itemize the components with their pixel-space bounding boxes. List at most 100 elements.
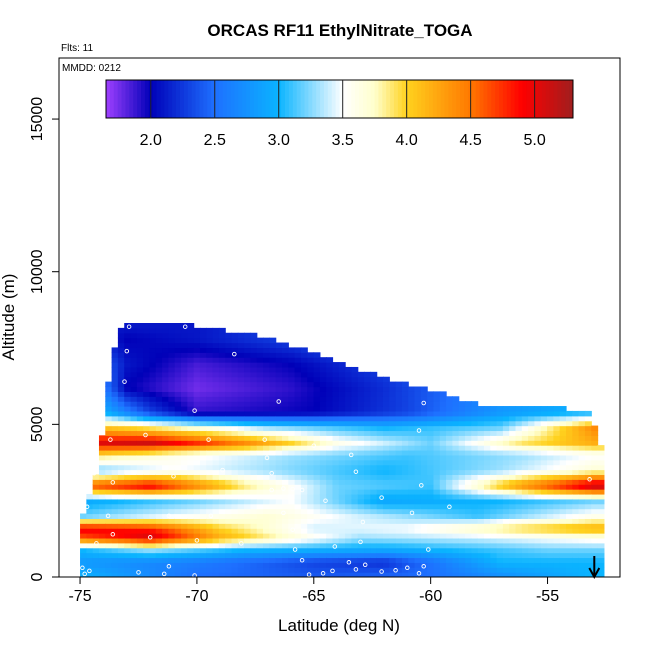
heatmap-cell — [218, 493, 226, 500]
heatmap-cell — [414, 391, 422, 397]
sample-point — [269, 470, 274, 476]
heatmap-cell — [136, 513, 144, 519]
heatmap-cell — [218, 376, 226, 383]
heatmap-cell — [149, 469, 157, 476]
heatmap-cell — [357, 450, 365, 456]
colorbar-segment — [121, 80, 126, 118]
heatmap-cell — [490, 484, 498, 490]
heatmap-cell — [275, 484, 283, 490]
colorbar-segment — [222, 80, 228, 118]
heatmap-cell — [345, 376, 353, 383]
heatmap-cell — [319, 547, 327, 554]
heatmap-cell — [465, 557, 472, 563]
heatmap-cell — [458, 425, 466, 432]
heatmap-cell — [288, 469, 296, 476]
heatmap-cell — [370, 528, 378, 534]
sample-point — [353, 567, 359, 572]
heatmap-cell — [250, 440, 258, 446]
colorbar-segment — [253, 80, 259, 118]
heatmap-cell — [313, 498, 321, 505]
heatmap-cell — [244, 469, 252, 476]
heatmap-cell — [231, 391, 239, 397]
heatmap-cell — [307, 518, 315, 524]
heatmap-cell — [111, 366, 119, 373]
heatmap-cell — [540, 474, 548, 480]
heatmap-cell — [294, 469, 302, 476]
heatmap-cell — [212, 464, 220, 471]
heatmap-cell — [427, 391, 435, 397]
heatmap-cell — [250, 435, 258, 441]
heatmap-cell — [263, 454, 270, 461]
heatmap-cell — [401, 552, 409, 559]
heatmap-cell — [149, 381, 157, 388]
heatmap-cell — [338, 508, 346, 515]
heatmap-cell — [80, 572, 87, 577]
colorbar-segment — [553, 80, 558, 118]
heatmap-cell — [547, 440, 554, 446]
heatmap-cell — [427, 537, 435, 544]
heatmap-cell — [433, 567, 441, 573]
heatmap-cell — [256, 562, 264, 568]
heatmap-cell — [117, 386, 125, 392]
heatmap-cell — [212, 415, 220, 422]
heatmap-cell — [212, 440, 220, 446]
heatmap-cell — [547, 528, 554, 534]
heatmap-cell — [345, 537, 353, 544]
heatmap-cell — [364, 474, 371, 480]
heatmap-cell — [307, 523, 315, 529]
heatmap-cell — [496, 450, 504, 456]
heatmap-cell — [124, 533, 132, 539]
heatmap-cell — [162, 562, 169, 568]
heatmap-cell — [237, 425, 245, 432]
heatmap-cell — [345, 464, 353, 471]
heatmap-cell — [111, 454, 119, 461]
heatmap-cell — [143, 401, 151, 407]
sample-point — [124, 348, 130, 354]
sample-point — [346, 560, 352, 565]
heatmap-cell — [149, 537, 157, 544]
heatmap-cell — [162, 547, 169, 554]
heatmap-cell — [143, 484, 151, 490]
heatmap-cell — [540, 523, 548, 529]
heatmap-cell — [225, 376, 233, 383]
heatmap-cell — [174, 362, 182, 368]
heatmap-cell — [382, 547, 390, 554]
heatmap-cell — [199, 396, 207, 402]
heatmap-cell — [256, 425, 264, 432]
heatmap-cell — [282, 406, 289, 412]
heatmap-cell — [584, 484, 592, 490]
heatmap-cell — [288, 547, 296, 554]
heatmap-cell — [408, 386, 416, 392]
heatmap-cell — [136, 327, 144, 334]
heatmap-cell — [105, 484, 113, 490]
heatmap-cell — [351, 420, 359, 427]
heatmap-cell — [357, 523, 365, 529]
heatmap-cell — [155, 503, 163, 510]
heatmap-cell — [307, 508, 315, 515]
heatmap-cell — [332, 450, 340, 456]
heatmap-cell — [143, 493, 151, 500]
heatmap-cell — [357, 489, 365, 495]
heatmap-cell — [124, 518, 132, 524]
heatmap-cell — [427, 498, 435, 505]
heatmap-cell — [300, 459, 308, 466]
heatmap-cell — [364, 537, 371, 544]
sample-point — [292, 547, 298, 552]
heatmap-cell — [155, 352, 163, 358]
heatmap-cell — [332, 396, 340, 402]
heatmap-cell — [496, 435, 504, 441]
heatmap-cell — [269, 435, 277, 441]
heatmap-cell — [98, 523, 106, 529]
heatmap-cell — [534, 542, 542, 549]
heatmap-cell — [269, 572, 277, 577]
heatmap-cell — [364, 454, 371, 461]
heatmap-cell — [559, 508, 567, 515]
heatmap-cell — [477, 508, 485, 515]
heatmap-cell — [130, 562, 138, 568]
heatmap-cell — [477, 420, 485, 427]
heatmap-cell — [364, 445, 371, 451]
heatmap-cell — [345, 425, 353, 432]
heatmap-cell — [275, 376, 283, 383]
heatmap-cell — [117, 572, 125, 577]
heatmap-cells — [80, 323, 605, 577]
